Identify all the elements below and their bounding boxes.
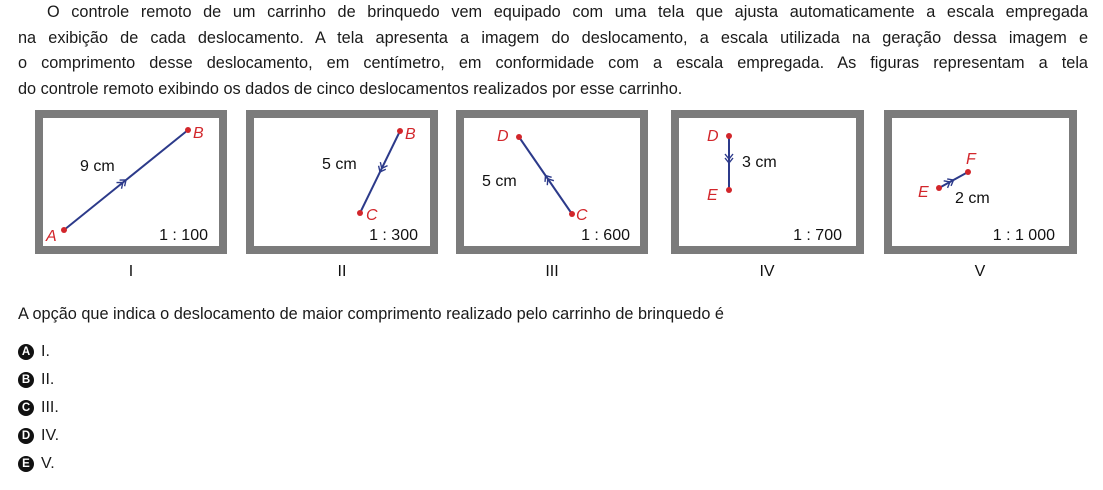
statement-line: o comprimento desse deslocamento, em cen…: [18, 54, 1088, 72]
screen-frame: [671, 110, 864, 254]
statement-line: O controle remoto de um carrinho de brin…: [47, 3, 1088, 21]
option-c[interactable]: C III.: [18, 398, 59, 418]
figure-numeral: V: [975, 263, 986, 280]
option-text: V.: [41, 455, 55, 472]
end-point: [516, 134, 522, 140]
option-text: II.: [41, 371, 55, 388]
end-point-label: F: [966, 151, 977, 168]
option-text: I.: [41, 343, 50, 360]
end-point-label: E: [707, 187, 718, 204]
end-point: [185, 127, 191, 133]
scale-label: 1 : 700: [793, 227, 842, 244]
length-label: 2 cm: [955, 190, 990, 207]
option-text: III.: [41, 399, 59, 416]
figure-numeral: II: [338, 263, 347, 280]
question-statement: O controle remoto de um carrinho de brin…: [18, 0, 1088, 102]
scale-label: 1 : 600: [581, 227, 630, 244]
screen-frame: [884, 110, 1077, 254]
end-point-label: D: [497, 128, 509, 145]
option-letter-badge: E: [18, 456, 34, 472]
option-e[interactable]: E V.: [18, 454, 55, 474]
statement-line: na exibição de cada deslocamento. A tela…: [18, 28, 1088, 47]
statement-line: do controle remoto exibindo os dados de …: [18, 79, 683, 98]
length-label: 3 cm: [742, 154, 777, 171]
start-point: [726, 133, 732, 139]
figure-numeral: III: [545, 263, 558, 280]
length-label: 5 cm: [482, 173, 517, 190]
end-point-label: C: [366, 207, 378, 224]
scale-label: 1 : 300: [369, 227, 418, 244]
start-point-label: E: [918, 184, 929, 201]
start-point: [61, 227, 67, 233]
direction-arrow-icon: [377, 162, 388, 174]
option-text: IV.: [41, 427, 60, 444]
start-point: [569, 211, 575, 217]
option-a[interactable]: A I.: [18, 342, 50, 362]
option-d[interactable]: D IV.: [18, 426, 59, 446]
direction-arrow-icon: [116, 179, 127, 189]
start-point-label: A: [45, 228, 57, 245]
direction-arrow-icon: [544, 174, 555, 186]
figure-numeral: I: [129, 263, 133, 280]
screen-frame: [456, 110, 648, 254]
end-point: [726, 187, 732, 193]
option-letter-badge: D: [18, 428, 34, 444]
screen-frame: [246, 110, 438, 254]
question-prompt: A opção que indica o deslocamento de mai…: [18, 305, 724, 323]
direction-arrow-icon: [943, 178, 955, 189]
option-letter-badge: C: [18, 400, 34, 416]
end-point-label: B: [193, 125, 204, 142]
direction-arrow-icon: [724, 153, 734, 165]
start-point-label: C: [576, 207, 588, 224]
end-point: [965, 169, 971, 175]
start-point-label: D: [707, 128, 719, 145]
option-b[interactable]: B II.: [18, 370, 54, 390]
screen-frame: [35, 110, 227, 254]
end-point: [357, 210, 363, 216]
length-label: 5 cm: [322, 156, 357, 173]
figure-numeral: IV: [759, 263, 774, 280]
start-point: [936, 185, 942, 191]
option-letter-badge: B: [18, 372, 34, 388]
scale-label: 1 : 100: [159, 227, 208, 244]
option-letter-badge: A: [18, 344, 34, 360]
scale-label: 1 : 1 000: [993, 227, 1055, 244]
remote-screens-figure: A B 9 cm 1 : 100 I B C 5 cm 1 : 300 II C D 5 cm 1 : 6…: [35, 110, 1077, 280]
start-point-label: B: [405, 126, 416, 143]
start-point: [397, 128, 403, 134]
length-label: 9 cm: [80, 158, 115, 175]
